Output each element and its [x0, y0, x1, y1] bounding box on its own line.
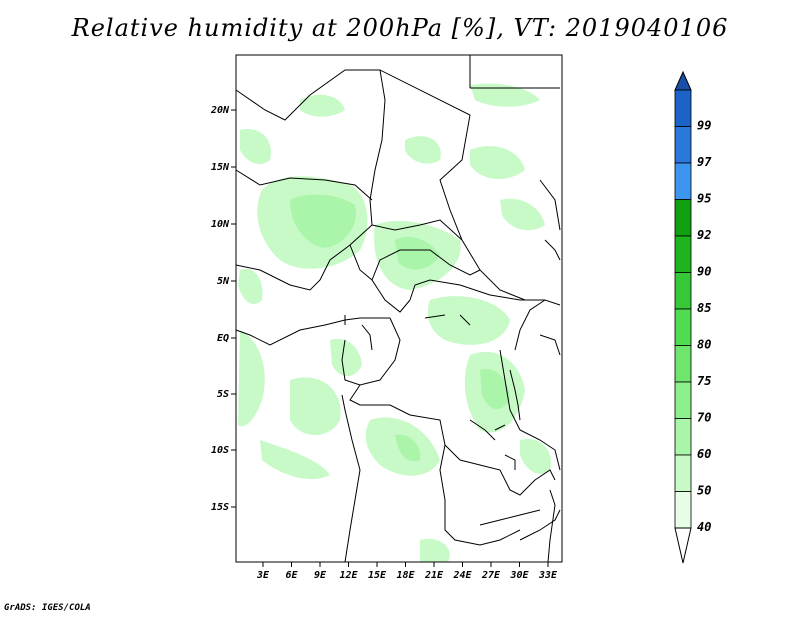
colorbar-segment — [674, 454, 692, 492]
country-boundaries — [235, 55, 561, 563]
colorbar-label: 95 — [697, 192, 711, 206]
chart-title: Relative humidity at 200hPa [%], VT: 201… — [71, 14, 729, 42]
colorbar-label: 80 — [697, 338, 711, 352]
colorbar-label: 40 — [697, 520, 711, 534]
lat-label: 5S — [217, 389, 229, 400]
lon-label: 27E — [481, 570, 501, 581]
lon-label: 24E — [452, 570, 472, 581]
lon-label: 3E — [256, 570, 270, 581]
credit-text: GrADS: IGES/COLA — [4, 603, 91, 613]
lat-label: 15S — [211, 502, 229, 513]
lon-label: 12E — [339, 570, 358, 581]
map-frame — [235, 54, 563, 563]
lat-label: 10S — [211, 445, 229, 456]
lon-label: 30E — [509, 570, 529, 581]
lat-label: 10N — [211, 219, 230, 230]
latitude-axis: 20N 15N 10N 5N EQ 5S 10S 15S — [210, 105, 236, 513]
colorbar-segment — [674, 308, 692, 346]
colorbar-label: 50 — [697, 484, 711, 498]
colorbar-label: 92 — [697, 228, 711, 242]
humidity-shading — [238, 83, 551, 562]
lat-label: EQ — [217, 333, 229, 344]
colorbar-segment — [674, 345, 692, 383]
colorbar-segment — [674, 272, 692, 310]
colorbar-top-arrow — [674, 70, 692, 91]
lon-label: 15E — [368, 570, 387, 581]
colorbar-label: 75 — [697, 374, 711, 388]
colorbar-segment — [674, 491, 692, 529]
lon-label: 21E — [424, 570, 444, 581]
colorbar-label: 60 — [697, 447, 711, 461]
longitude-axis: 3E 6E 9E 12E 15E 18E 21E 24E 27E 30E 33E — [256, 562, 558, 581]
colorbar-label: 90 — [697, 265, 711, 279]
lat-label: 20N — [210, 105, 230, 116]
colorbar-segment — [674, 418, 692, 456]
colorbar-segment — [674, 381, 692, 419]
colorbar-segment — [674, 235, 692, 273]
colorbar-segment — [674, 89, 692, 127]
lon-label: 9E — [314, 570, 327, 581]
colorbar-label: 70 — [697, 411, 711, 425]
lon-label: 6E — [285, 570, 298, 581]
lon-label: 33E — [538, 570, 558, 581]
lon-label: 18E — [396, 570, 415, 581]
colorbar-segment — [674, 126, 692, 164]
colorbar-label: 85 — [697, 301, 711, 315]
colorbar-label: 99 — [697, 119, 711, 133]
colorbar-bottom-arrow — [674, 527, 692, 564]
colorbar-label: 97 — [697, 155, 712, 169]
colorbar-segment — [674, 199, 692, 237]
colorbar-segment — [674, 162, 692, 200]
colorbar: 99 97 95 92 90 85 80 75 70 60 50 40 — [674, 70, 712, 564]
lat-label: 15N — [211, 162, 230, 173]
lat-label: 5N — [217, 276, 230, 287]
